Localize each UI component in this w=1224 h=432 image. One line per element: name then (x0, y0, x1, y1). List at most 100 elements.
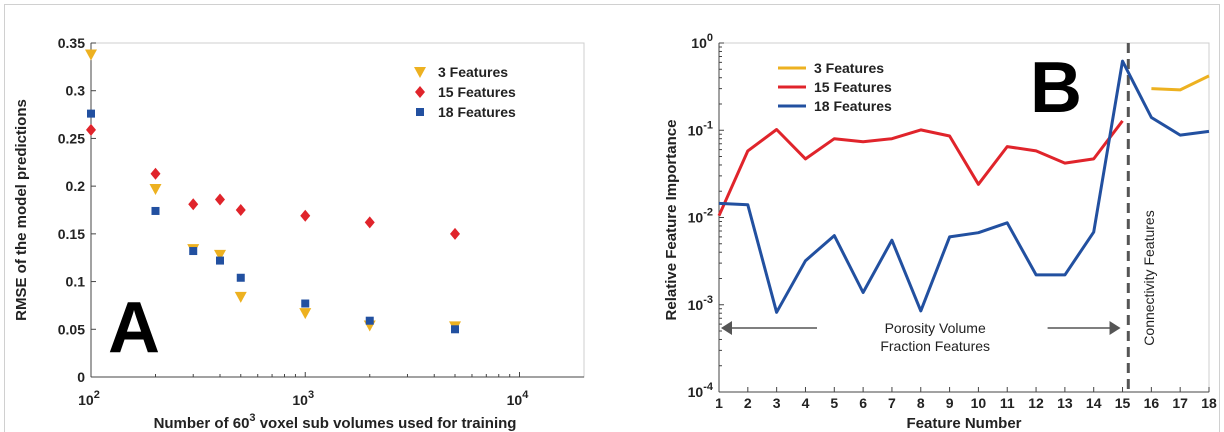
series-line (718, 59, 1210, 314)
panel-b-x-axis: 1 2 3 4 5 6 7 8 9 10 11 12 13 14 15 16 17 18 (715, 387, 1217, 411)
x-tick-label: 3 (773, 395, 781, 411)
x-tick-label: 10 (971, 395, 987, 411)
series-line (717, 119, 1124, 217)
x-tick-label: 16 (1144, 395, 1160, 411)
data-point (234, 291, 247, 303)
figure-frame (4, 4, 1220, 432)
x-tick-label: 15 (1115, 395, 1131, 411)
y-tick-label: 10-1 (688, 119, 713, 138)
porosity-arrowhead-right (1109, 321, 1121, 335)
panel-b-legend: 3 Features 15 Features 18 Features (778, 60, 892, 114)
y-tick-label: 0.35 (58, 35, 85, 51)
panel-a-legend: 3 Features 15 Features 18 Features (414, 64, 516, 120)
y-tick-label: 0.2 (66, 178, 86, 194)
panel-b-label: B (1030, 48, 1082, 128)
x-tick-label: 5 (830, 395, 838, 411)
x-tick-label: 4 (802, 395, 810, 411)
x-tick-label: 7 (888, 395, 896, 411)
x-tick-label: 6 (859, 395, 867, 411)
x-label-prefix: Number of 60 (154, 415, 250, 432)
y-tick-label-exp: -4 (703, 381, 714, 393)
panel-b-x-axis-label: Feature Number (906, 415, 1021, 432)
data-point (87, 109, 95, 118)
panel-a-x-axis: 102 103 104 (78, 372, 584, 408)
y-tick-label: 100 (691, 32, 713, 51)
data-point (213, 249, 226, 261)
y-tick-label: 0.3 (66, 83, 86, 99)
x-tick-label: 14 (1086, 395, 1102, 411)
legend-label: 18 Features (814, 98, 892, 114)
panel-b-lines (717, 59, 1210, 314)
x-tick-label: 17 (1172, 395, 1188, 411)
x-tick-label: 1 (715, 395, 723, 411)
data-point (189, 247, 198, 256)
y-tick-label: 0 (77, 369, 85, 385)
porosity-arrowhead-left (721, 321, 732, 335)
x-tick-label: 8 (917, 395, 925, 411)
data-point (451, 325, 460, 334)
legend-label: 15 Features (814, 79, 892, 95)
y-tick-label-base: 10 (688, 297, 704, 313)
panel-b-annotations: Porosity Volume Fraction Features Connecti… (721, 43, 1157, 392)
porosity-annotation-line2: Fraction Features (880, 338, 990, 354)
legend-marker (414, 67, 426, 78)
x-tick-label: 13 (1057, 395, 1073, 411)
x-tick-label: 9 (946, 395, 954, 411)
data-point (86, 123, 96, 136)
x-tick-label-base: 10 (78, 392, 94, 408)
data-point (85, 49, 97, 61)
x-tick-label: 18 (1201, 395, 1217, 411)
data-point (149, 184, 162, 196)
y-tick-label: 0.25 (58, 130, 85, 146)
y-tick-label: 10-4 (688, 381, 714, 400)
x-tick-label-exp: 3 (308, 389, 314, 401)
data-point (150, 167, 161, 180)
data-point (215, 256, 224, 265)
panel-a-x-axis-label: Number of 603 voxel sub volumes used for… (154, 412, 517, 432)
data-point (300, 209, 311, 222)
data-point (364, 216, 375, 229)
y-tick-label: 0.05 (58, 321, 85, 337)
panel-a-label: A (108, 288, 160, 368)
legend-label: 3 Features (814, 60, 884, 76)
y-tick-label-base: 10 (691, 35, 707, 51)
data-point (365, 316, 374, 325)
x-label-suffix: voxel sub volumes used for training (256, 415, 517, 432)
connectivity-annotation: Connectivity Features (1141, 210, 1157, 345)
x-tick-label-base: 10 (292, 392, 308, 408)
y-tick-label: 10-3 (688, 294, 713, 313)
data-point (151, 206, 160, 215)
panel-a-chart: 00.050.10.150.20.250.30.35 102 103 104 3 F… (13, 35, 585, 432)
x-tick-label: 11 (1000, 395, 1015, 411)
x-tick-label: 104 (507, 389, 530, 408)
legend-marker (415, 86, 425, 98)
panel-b-y-axis-label: Relative Feature Importance (663, 120, 680, 321)
x-tick-label: 102 (78, 389, 100, 408)
legend-label: 3 Features (438, 64, 508, 80)
y-tick-label: 0.1 (66, 274, 86, 290)
data-point (214, 193, 225, 206)
data-point (299, 308, 312, 320)
panel-a-y-axis-label: RMSE of the model predictions (13, 99, 30, 321)
x-tick-label: 103 (292, 389, 314, 408)
legend-label: 15 Features (438, 84, 516, 100)
data-point (236, 273, 245, 282)
y-tick-label-base: 10 (688, 210, 704, 226)
x-label-superscript: 3 (249, 412, 255, 424)
data-point (188, 198, 199, 211)
data-point (235, 204, 246, 216)
legend-label: 18 Features (438, 104, 516, 120)
y-tick-label-exp: -3 (703, 294, 713, 306)
porosity-annotation-line1: Porosity Volume (885, 320, 986, 336)
x-tick-label: 12 (1028, 395, 1044, 411)
panel-a-marks (85, 49, 462, 334)
y-tick-label-exp: 0 (707, 32, 713, 44)
x-tick-label: 2 (744, 395, 752, 411)
data-point (301, 299, 310, 308)
series-line (1151, 74, 1210, 92)
y-tick-label: 0.15 (58, 226, 85, 242)
y-tick-label-exp: -1 (703, 119, 713, 131)
